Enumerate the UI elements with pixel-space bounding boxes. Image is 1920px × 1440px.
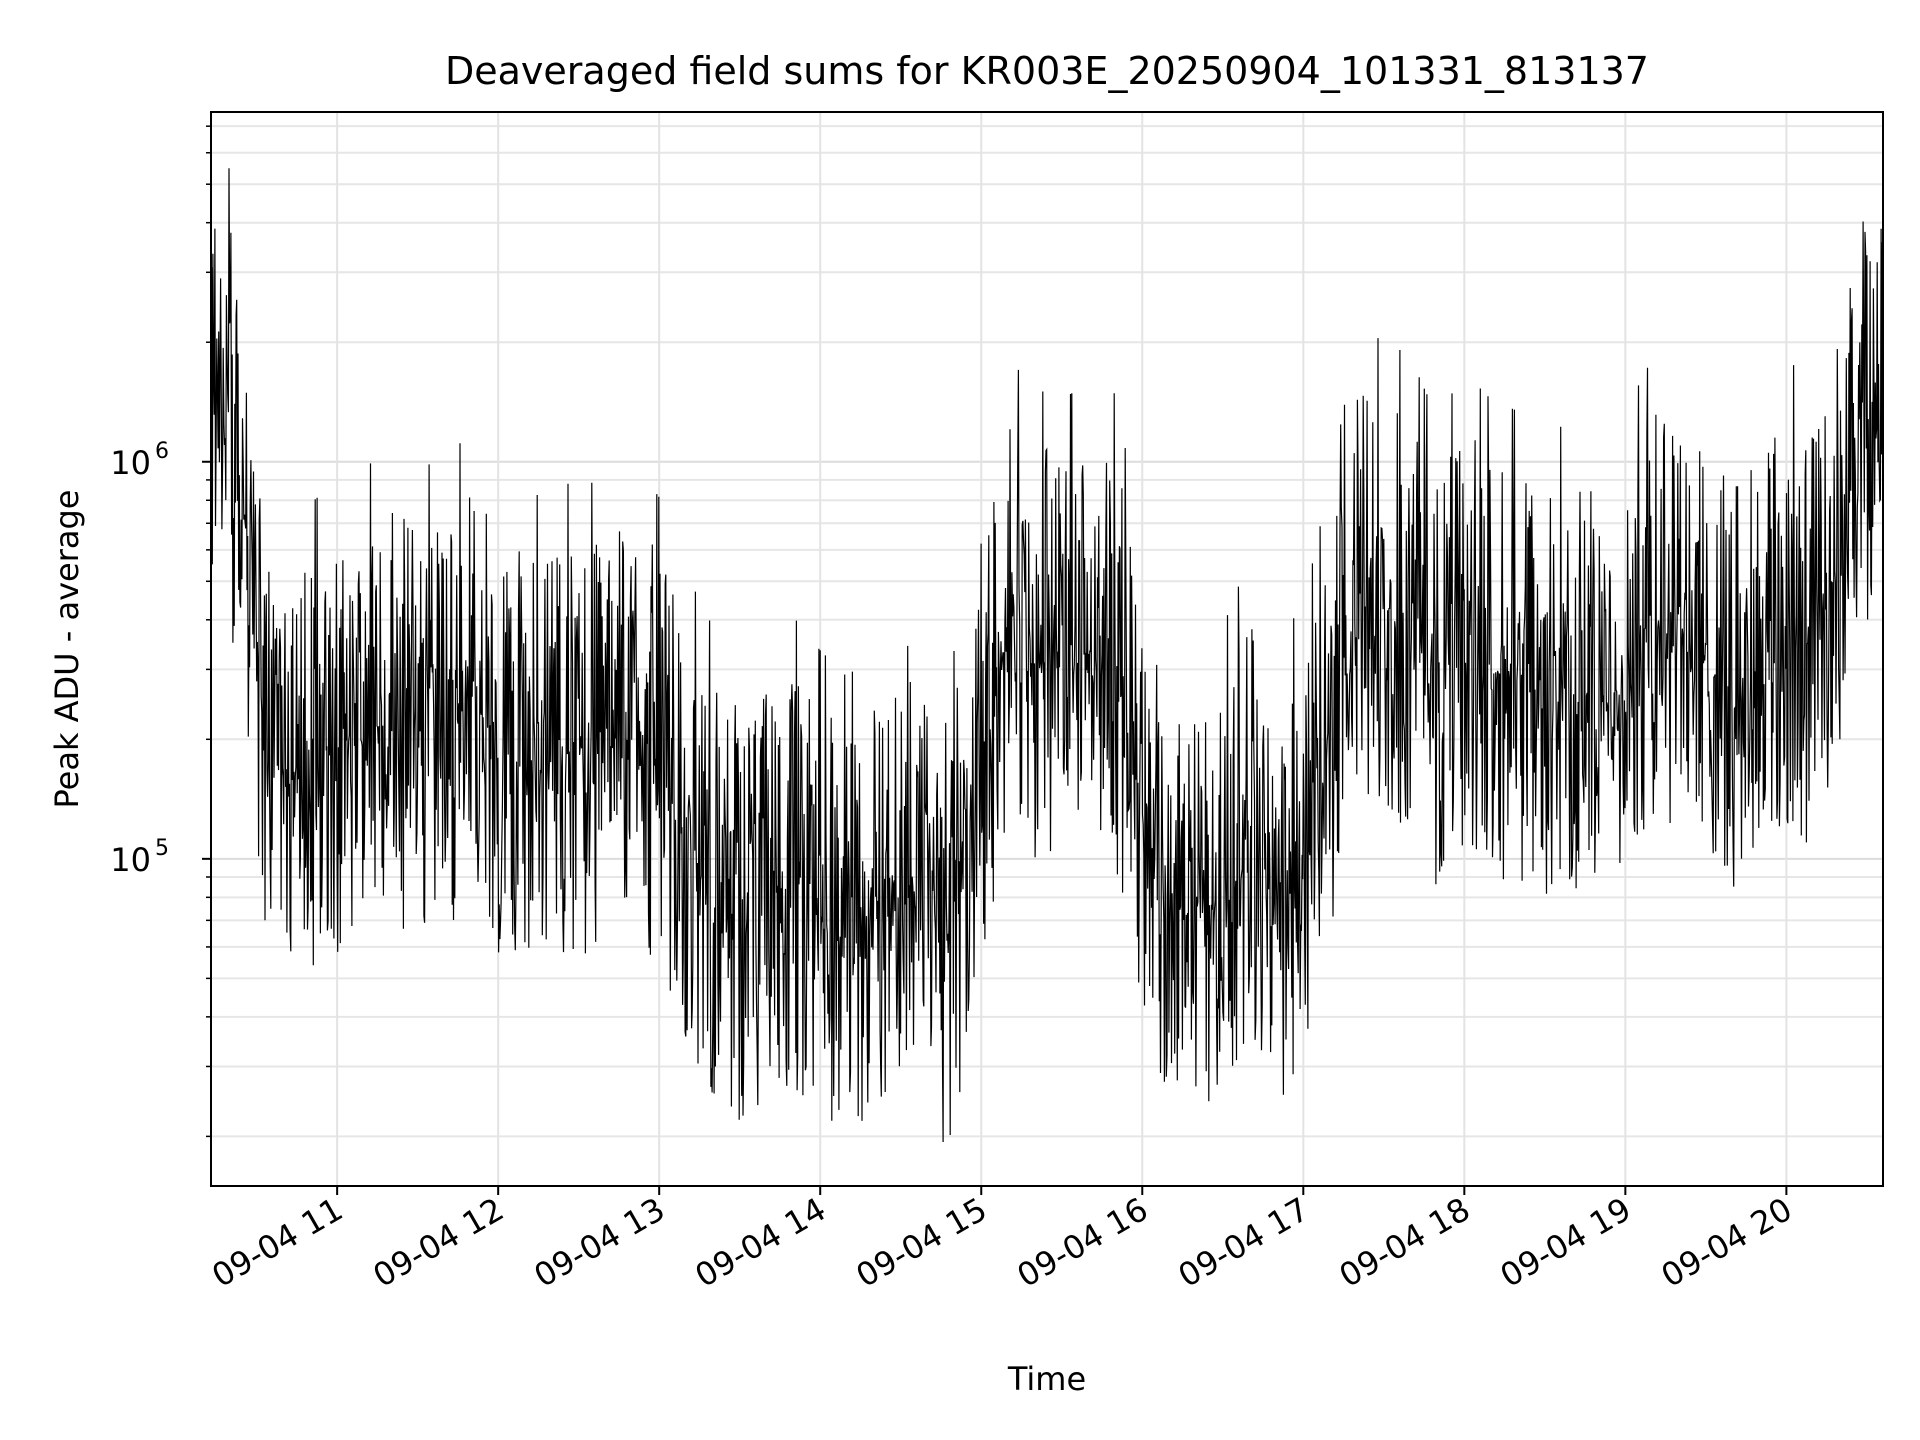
x-axis-label: Time bbox=[1007, 1360, 1086, 1398]
series-line bbox=[210, 168, 1884, 1143]
chart-title: Deaveraged field sums for KR003E_2025090… bbox=[445, 49, 1649, 93]
y-tick-exponent: 5 bbox=[155, 836, 169, 861]
axes bbox=[210, 111, 1884, 1187]
y-axis-label: Peak ADU - average bbox=[48, 490, 86, 809]
y-tick-exponent: 6 bbox=[155, 439, 169, 464]
y-tick-label: 10 bbox=[110, 841, 151, 879]
plot-frame bbox=[210, 111, 1884, 1187]
y-tick-label: 10 bbox=[110, 444, 151, 482]
data-series bbox=[210, 168, 1884, 1143]
